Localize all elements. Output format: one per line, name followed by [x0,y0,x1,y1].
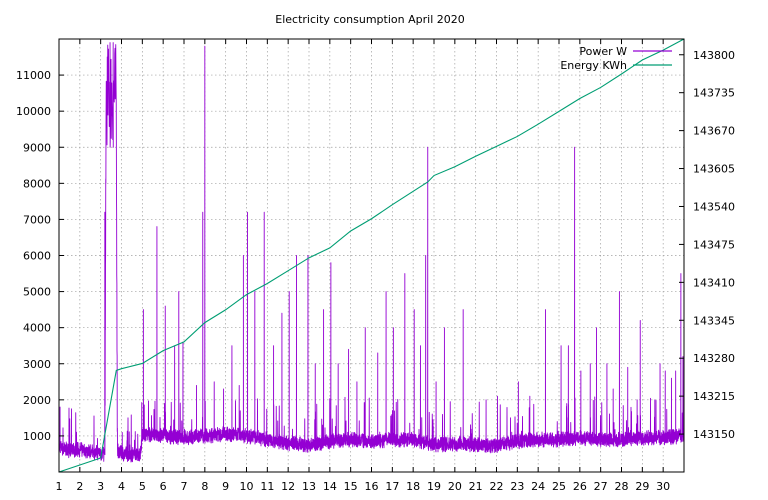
x-tick-label: 1 [56,480,63,493]
x-tick-label: 3 [97,480,104,493]
y-left-tick-label: 6000 [23,250,51,263]
x-tick-label: 8 [201,480,208,493]
y-left-tick-label: 9000 [23,141,51,154]
x-tick-label: 26 [573,480,587,493]
tick-layer: 1 2 3 4 5 6 7 8 9 10 11 12 13 14 15 16 17 18 19 20 21 22 23 24 2… [16,39,735,493]
x-tick-label: 9 [222,480,229,493]
y-left-tick-label: 5000 [23,286,51,299]
legend-label-energy: Energy KWh [560,59,627,72]
y-right-tick-label: 143800 [693,49,735,62]
y-right-tick-label: 143735 [693,87,735,100]
x-tick-label: 23 [510,480,524,493]
y-right-tick-label: 143475 [693,238,735,251]
y-right-tick-label: 143670 [693,125,735,138]
x-tick-label: 6 [160,480,167,493]
x-tick-label: 19 [427,480,441,493]
x-tick-label: 22 [490,480,504,493]
x-tick-label: 27 [594,480,608,493]
x-tick-label: 13 [302,480,316,493]
x-tick-label: 21 [469,480,483,493]
series-layer [58,38,685,473]
x-tick-label: 12 [281,480,295,493]
y-right-tick-label: 143215 [693,390,735,403]
x-tick-label: 28 [615,480,629,493]
y-left-tick-label: 10000 [16,105,51,118]
x-tick-label: 25 [552,480,566,493]
x-tick-label: 11 [260,480,274,493]
x-tick-label: 15 [344,480,358,493]
y-left-tick-label: 7000 [23,213,51,226]
y-left-tick-label: 3000 [23,358,51,371]
grid-layer [59,39,684,472]
x-tick-label: 4 [118,480,125,493]
x-tick-label: 17 [385,480,399,493]
x-tick-label: 30 [656,480,670,493]
x-tick-label: 16 [365,480,379,493]
y-right-tick-label: 143345 [693,314,735,327]
x-tick-label: 5 [139,480,146,493]
y-left-tick-label: 4000 [23,322,51,335]
y-left-tick-label: 2000 [23,394,51,407]
x-tick-label: 14 [323,480,337,493]
y-right-tick-label: 143280 [693,352,735,365]
x-tick-label: 24 [531,480,545,493]
x-tick-label: 20 [448,480,462,493]
y-right-tick-label: 143150 [693,428,735,441]
x-tick-label: 18 [406,480,420,493]
series-power-line [58,42,685,463]
series-energy-line [58,38,685,473]
y-right-tick-label: 143605 [693,163,735,176]
y-right-tick-label: 143540 [693,200,735,213]
x-tick-label: 2 [76,480,83,493]
x-tick-label: 10 [240,480,254,493]
x-tick-label: 7 [181,480,188,493]
legend-label-power: Power W [579,45,627,58]
y-left-tick-label: 1000 [23,430,51,443]
y-left-tick-label: 11000 [16,69,51,82]
x-tick-label: 29 [635,480,649,493]
y-right-tick-label: 143410 [693,276,735,289]
y-left-tick-label: 8000 [23,177,51,190]
chart-title: Electricity consumption April 2020 [275,13,465,26]
legend: Power W Energy KWh [560,45,672,72]
